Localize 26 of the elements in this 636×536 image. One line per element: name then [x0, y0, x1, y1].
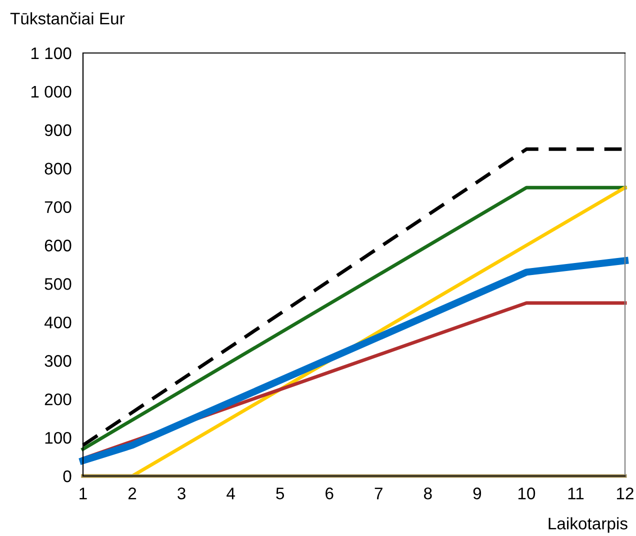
x-tick-label: 11 [568, 488, 584, 500]
x-tick-label: 12 [617, 488, 634, 500]
y-tick-label: 800 [44, 162, 72, 175]
x-tick-label: 2 [128, 488, 136, 500]
x-tick-label: 8 [424, 488, 432, 500]
x-tick-label: 1 [80, 488, 87, 500]
y-tick-label: 1 000 [31, 86, 72, 98]
y-tick-label: 600 [44, 240, 72, 252]
x-tick-label: 10 [518, 488, 536, 500]
x-tick-label: 3 [178, 488, 186, 500]
y-tick-label: 100 [45, 432, 72, 444]
x-tick-label: 5 [276, 488, 284, 500]
x-tick-label: 7 [374, 488, 382, 500]
x-axis-title: Laikotarpis [548, 517, 628, 533]
y-axis-title: Tūkstančiai Eur [10, 12, 125, 24]
x-tick-label: 6 [326, 488, 334, 500]
y-tick-label: 700 [44, 201, 72, 214]
y-tick-label: 300 [44, 355, 72, 367]
y-tick-label: 0 [63, 470, 72, 482]
y-tick-label: 400 [44, 316, 72, 328]
y-tick-label: 500 [44, 278, 72, 290]
y-tick-label: 1 100 [31, 47, 72, 60]
y-tick-label: 200 [44, 393, 72, 406]
y-tick-label: 900 [44, 124, 72, 136]
x-tick-label: 9 [473, 488, 482, 500]
x-tick-label: 4 [226, 488, 235, 500]
